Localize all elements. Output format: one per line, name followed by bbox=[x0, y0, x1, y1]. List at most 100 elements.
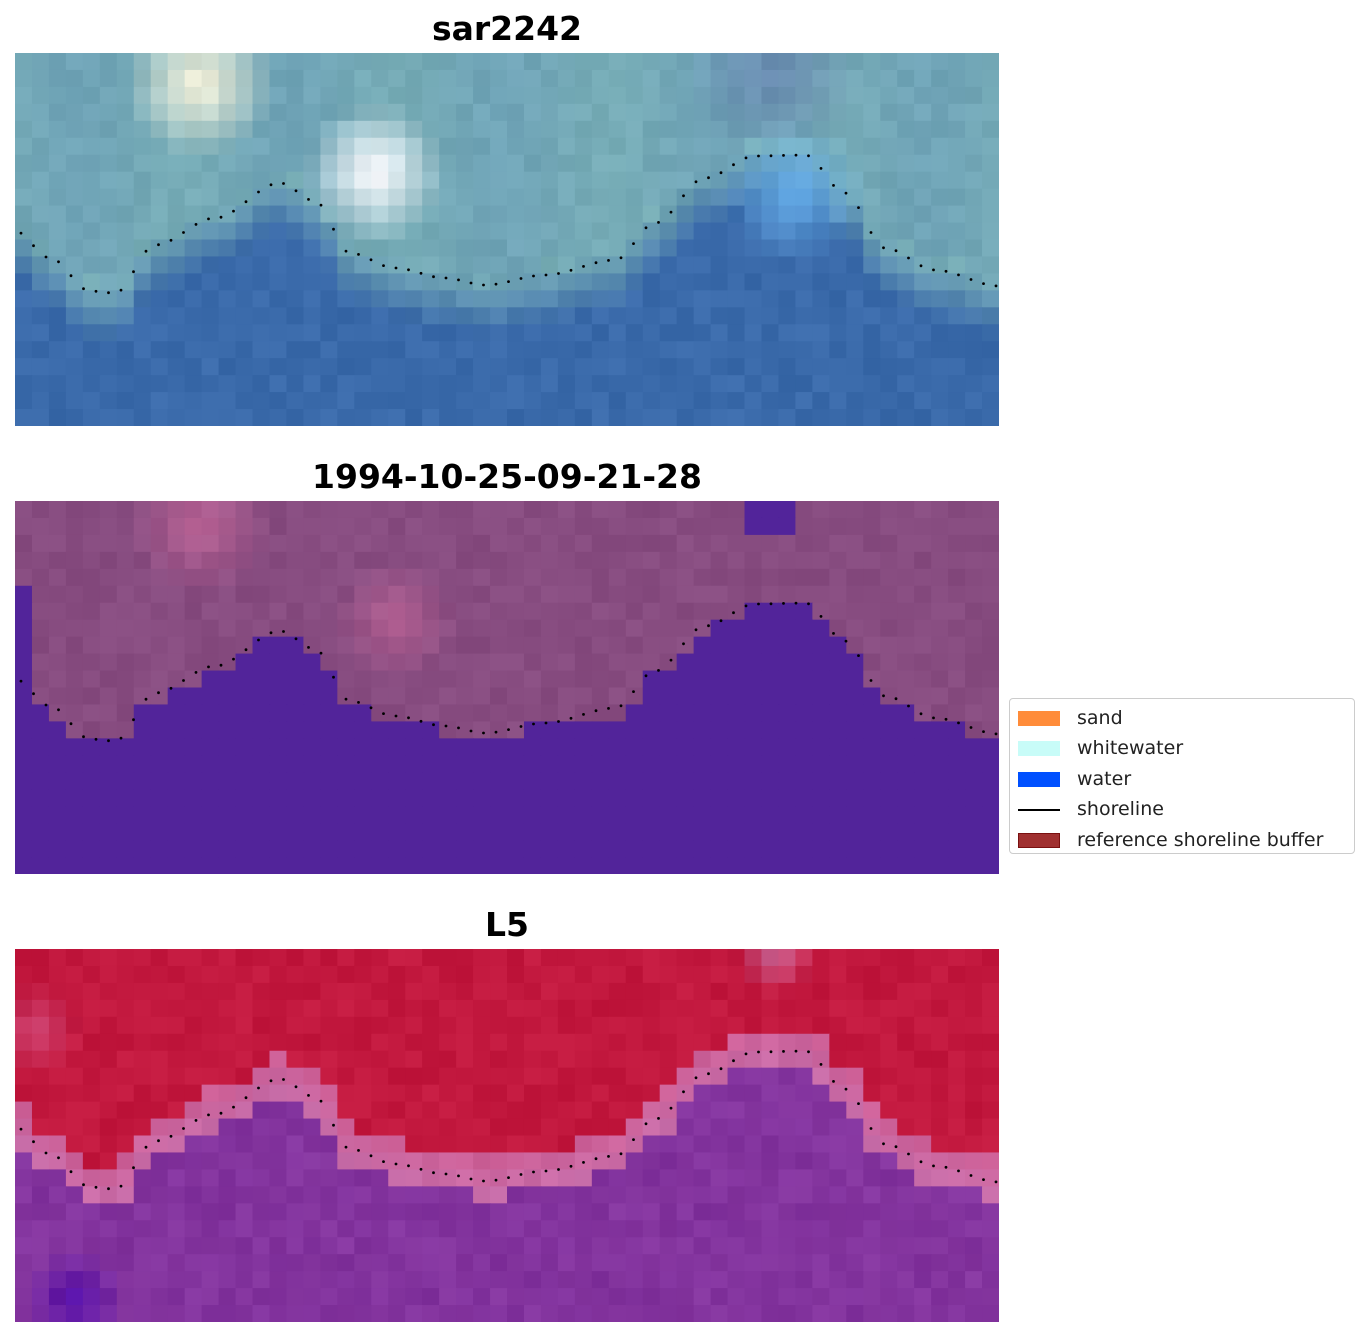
raster-pixel bbox=[507, 534, 525, 553]
raster-pixel bbox=[659, 949, 678, 967]
raster-pixel bbox=[303, 1033, 321, 1052]
raster-pixel bbox=[184, 806, 203, 824]
panel-title-index: L5 bbox=[485, 905, 529, 944]
raster-pixel bbox=[591, 949, 610, 967]
raster-pixel bbox=[965, 103, 983, 122]
raster-pixel bbox=[608, 1135, 627, 1154]
raster-pixel bbox=[439, 602, 457, 621]
raster-pixel bbox=[523, 1101, 542, 1120]
raster-pixel bbox=[540, 653, 559, 672]
raster-pixel bbox=[286, 273, 305, 291]
raster-pixel bbox=[15, 1016, 33, 1035]
raster-pixel bbox=[812, 1305, 830, 1322]
raster-pixel bbox=[540, 1067, 559, 1086]
raster-pixel bbox=[574, 806, 593, 824]
raster-pixel bbox=[252, 1033, 271, 1052]
raster-pixel bbox=[235, 585, 254, 604]
raster-pixel bbox=[727, 636, 746, 655]
raster-pixel bbox=[490, 772, 508, 790]
raster-pixel bbox=[574, 687, 593, 706]
raster-pixel bbox=[167, 1305, 186, 1322]
raster-pixel bbox=[897, 1016, 915, 1035]
raster-pixel bbox=[557, 392, 576, 410]
raster-pixel bbox=[116, 120, 135, 139]
raster-pixel bbox=[184, 738, 203, 756]
legend-item-sand: sand bbox=[1010, 703, 1354, 733]
raster-pixel bbox=[676, 1169, 695, 1187]
raster-pixel bbox=[659, 1169, 678, 1187]
raster-pixel bbox=[439, 551, 457, 570]
raster-pixel bbox=[778, 772, 797, 790]
raster-pixel bbox=[320, 534, 338, 553]
raster-pixel bbox=[846, 949, 864, 967]
raster-pixel bbox=[778, 86, 797, 105]
raster-pixel bbox=[320, 1169, 338, 1187]
raster-pixel bbox=[167, 653, 186, 672]
raster-pixel bbox=[846, 585, 864, 604]
raster-pixel bbox=[982, 517, 999, 536]
raster-pixel bbox=[15, 1033, 33, 1052]
raster-pixel bbox=[150, 721, 169, 739]
raster-pixel bbox=[693, 636, 712, 655]
raster-pixel bbox=[812, 1254, 830, 1272]
raster-pixel bbox=[269, 1101, 288, 1120]
raster-pixel bbox=[218, 137, 237, 156]
raster-pixel bbox=[388, 806, 406, 824]
raster-pixel bbox=[659, 1203, 678, 1221]
shoreline-point bbox=[282, 182, 285, 185]
raster-pixel bbox=[507, 256, 525, 274]
raster-pixel bbox=[184, 307, 203, 325]
raster-pixel bbox=[184, 103, 203, 122]
raster-pixel bbox=[727, 687, 746, 706]
shoreline-point bbox=[57, 708, 60, 712]
raster-pixel bbox=[218, 840, 237, 858]
raster-pixel bbox=[693, 1254, 712, 1272]
raster-pixel bbox=[31, 239, 50, 258]
shoreline-point bbox=[469, 1177, 473, 1181]
raster-pixel bbox=[982, 704, 999, 722]
raster-pixel bbox=[625, 205, 644, 224]
raster-pixel bbox=[744, 534, 763, 553]
shoreline-point bbox=[232, 209, 235, 213]
raster-pixel bbox=[812, 999, 830, 1018]
raster-pixel bbox=[659, 965, 678, 984]
raster-pixel bbox=[863, 755, 881, 773]
raster-pixel bbox=[931, 857, 949, 874]
raster-pixel bbox=[473, 755, 491, 773]
raster-pixel bbox=[727, 738, 746, 756]
shoreline-point bbox=[319, 651, 323, 655]
raster-pixel bbox=[354, 154, 372, 173]
raster-pixel bbox=[303, 738, 321, 756]
raster-pixel bbox=[82, 1152, 101, 1170]
raster-pixel bbox=[99, 1288, 118, 1306]
raster-pixel bbox=[235, 307, 254, 325]
raster-pixel bbox=[642, 1186, 661, 1204]
raster-pixel bbox=[422, 840, 440, 858]
raster-pixel bbox=[303, 789, 321, 807]
raster-pixel bbox=[795, 205, 813, 224]
raster-pixel bbox=[82, 1067, 101, 1086]
raster-pixel bbox=[931, 585, 949, 604]
raster-pixel bbox=[116, 772, 135, 790]
raster-pixel bbox=[540, 1033, 559, 1052]
raster-pixel bbox=[574, 1271, 593, 1289]
raster-pixel bbox=[812, 806, 830, 824]
raster-pixel bbox=[337, 534, 355, 553]
raster-pixel bbox=[15, 840, 33, 858]
raster-pixel bbox=[778, 517, 797, 536]
raster-pixel bbox=[744, 704, 763, 722]
raster-pixel bbox=[591, 1152, 610, 1170]
raster-pixel bbox=[473, 534, 491, 553]
shoreline-point bbox=[857, 1102, 860, 1105]
shoreline-point bbox=[719, 171, 723, 175]
raster-pixel bbox=[286, 239, 305, 258]
raster-pixel bbox=[99, 585, 118, 604]
raster-pixel bbox=[99, 1237, 118, 1255]
raster-pixel bbox=[693, 1084, 712, 1103]
raster-pixel bbox=[490, 1033, 508, 1052]
raster-pixel bbox=[184, 1271, 203, 1289]
raster-pixel bbox=[150, 534, 169, 553]
raster-pixel bbox=[778, 1152, 797, 1170]
raster-pixel bbox=[31, 1050, 50, 1069]
raster-pixel bbox=[710, 999, 729, 1018]
